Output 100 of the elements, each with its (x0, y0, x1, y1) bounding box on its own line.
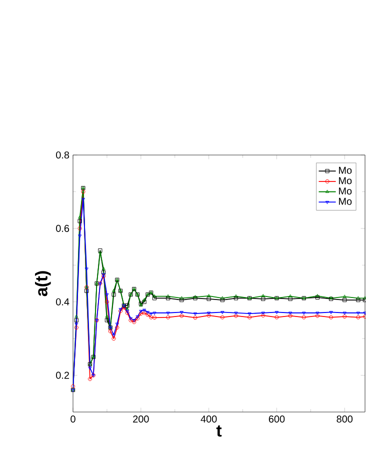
point (105, 293, 109, 297)
point (302, 312, 306, 315)
point (261, 294, 265, 298)
point (206, 296, 211, 301)
point (356, 298, 360, 302)
point (78, 219, 82, 224)
point (316, 312, 320, 315)
point (152, 312, 156, 315)
point (112, 288, 116, 292)
legend-label: Mo (339, 198, 352, 205)
point (220, 298, 224, 302)
point (288, 296, 292, 301)
point (288, 314, 292, 318)
point (342, 312, 346, 315)
point (261, 296, 266, 301)
point (342, 314, 347, 319)
point (149, 315, 154, 320)
point (274, 315, 279, 320)
legend-label: Mo (339, 188, 352, 195)
point (78, 226, 82, 230)
point (152, 296, 157, 300)
x-tick-label: 400 (200, 416, 217, 423)
point (180, 310, 184, 314)
point (81, 190, 86, 194)
x-tick-label: 800 (336, 416, 353, 423)
point (274, 310, 279, 314)
point (142, 310, 146, 315)
point (105, 314, 109, 318)
point (126, 307, 130, 310)
point (78, 215, 82, 219)
point (78, 234, 82, 238)
point (74, 314, 78, 318)
point (88, 376, 92, 381)
y-tick-label: 0.6 (56, 224, 70, 232)
point (234, 312, 238, 315)
point (261, 313, 266, 318)
point (220, 315, 224, 320)
point (220, 310, 224, 314)
point (315, 314, 320, 318)
point (152, 294, 156, 298)
point (248, 312, 252, 316)
point (207, 294, 211, 298)
point (329, 310, 333, 314)
point (166, 312, 170, 315)
point (74, 322, 78, 326)
point (112, 292, 116, 297)
point (206, 313, 211, 318)
point (234, 296, 238, 300)
point (74, 318, 78, 322)
point (104, 318, 109, 322)
point (142, 308, 146, 312)
point (115, 322, 119, 326)
point (112, 334, 116, 337)
y-tick-label: 0.4 (56, 298, 70, 306)
y-tick-label: 0.2 (56, 372, 69, 379)
point (138, 312, 143, 316)
point (125, 303, 130, 308)
point (193, 316, 198, 320)
point (84, 268, 88, 271)
point (180, 298, 184, 302)
point (102, 266, 106, 270)
y-axis-title: a(t) (35, 271, 51, 296)
point (180, 296, 184, 300)
x-tick-label: 0 (70, 416, 76, 423)
point (142, 300, 146, 304)
point (149, 312, 153, 316)
point (102, 270, 106, 275)
point (142, 298, 146, 302)
x-axis-title: t (216, 425, 222, 437)
point (207, 312, 211, 315)
point (356, 315, 360, 320)
point (180, 314, 184, 318)
point (248, 315, 252, 320)
legend-label: Mo (339, 177, 352, 184)
point (146, 310, 150, 314)
point (84, 288, 89, 293)
point (234, 294, 238, 298)
point (356, 312, 360, 315)
point (329, 315, 334, 320)
point (146, 312, 150, 317)
point (112, 336, 116, 341)
x-tick-label: 200 (133, 416, 149, 423)
legend-label: Mo (339, 166, 352, 174)
point (152, 316, 157, 320)
point (342, 294, 346, 298)
point (115, 326, 120, 330)
point (356, 296, 360, 300)
point (166, 315, 170, 320)
point (234, 314, 238, 318)
point (342, 298, 347, 302)
point (288, 294, 292, 298)
point (193, 312, 198, 316)
point (104, 300, 109, 304)
y-tick-label: 0.8 (56, 151, 70, 159)
point (166, 296, 170, 300)
point (74, 326, 78, 330)
point (261, 312, 265, 315)
point (220, 296, 224, 300)
point (302, 315, 306, 320)
point (288, 312, 292, 315)
